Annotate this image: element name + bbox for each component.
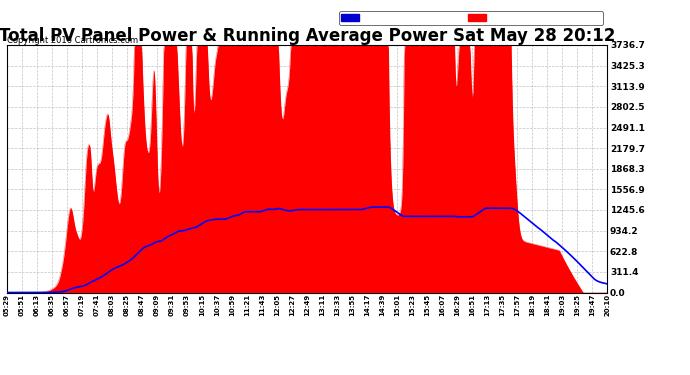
Title: Total PV Panel Power & Running Average Power Sat May 28 20:12: Total PV Panel Power & Running Average P… [0,27,615,45]
Legend: Average  (DC Watts), PV Panels  (DC Watts): Average (DC Watts), PV Panels (DC Watts) [339,11,602,25]
Text: Copyright 2016 Cartronics.com: Copyright 2016 Cartronics.com [7,36,138,45]
